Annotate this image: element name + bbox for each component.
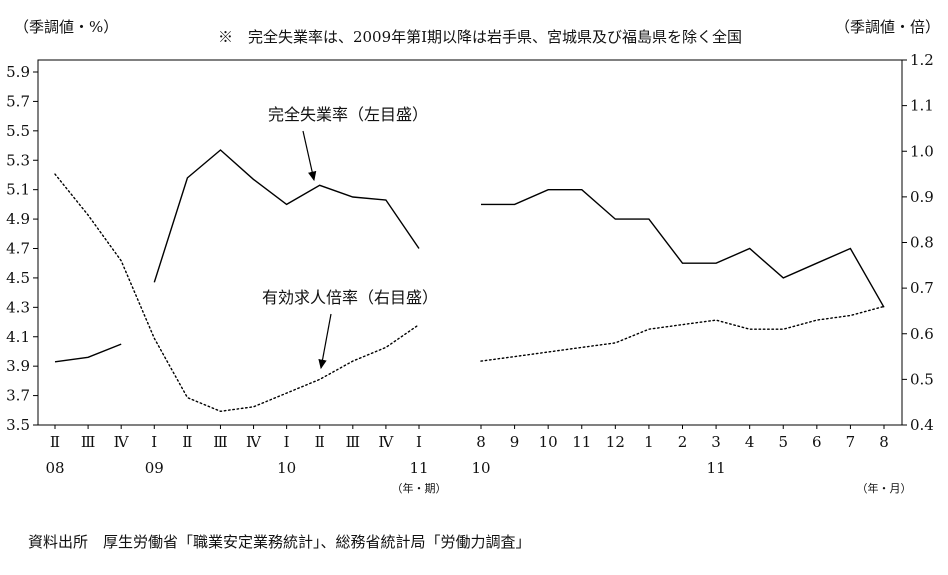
right-axis-tick-label: 0.6 (910, 325, 934, 343)
x-axis-label-quarterly: Ⅱ (315, 433, 325, 451)
x-axis-label-monthly: 4 (745, 433, 755, 451)
year-label: 11 (409, 459, 428, 477)
job-openings-ratio-legend-label: 有効求人倍率（右目盛） (262, 288, 438, 307)
left-axis-tick-label: 5.7 (6, 92, 30, 110)
right-axis-tick-label: 1.1 (910, 97, 934, 115)
left-axis-tick-label: 5.5 (6, 122, 30, 140)
x-axis-label-quarterly: Ⅱ (50, 433, 60, 451)
unemployment-rate-legend-label: 完全失業率（左目盛） (268, 105, 428, 124)
unemployment-rate-legend-arrow (302, 130, 317, 182)
x-axis-label-monthly: 3 (711, 433, 721, 451)
x-axis-label-quarterly: Ⅰ (284, 433, 290, 451)
right-axis-tick-label: 0.9 (910, 188, 934, 206)
x-axis-label-quarterly: Ⅳ (114, 433, 130, 451)
year-label: 11 (707, 459, 726, 477)
left-axis-unit-label: （季調値・%） (14, 18, 119, 36)
x-axis-label-quarterly: Ⅰ (151, 433, 157, 451)
year-label: 08 (45, 459, 64, 477)
x-axis-label-monthly: 9 (510, 433, 520, 451)
x-axis-label-quarterly: Ⅱ (182, 433, 192, 451)
x-axis-label-quarterly: Ⅲ (81, 433, 95, 451)
x-axis-label-monthly: 8 (879, 433, 889, 451)
x-axis-label-quarterly: Ⅳ (246, 433, 262, 451)
job-openings-ratio-legend-arrow (318, 313, 332, 370)
x-axis-label-monthly: 12 (606, 433, 625, 451)
x-axis-label-monthly: 6 (812, 433, 822, 451)
x-axis-label-quarterly: Ⅲ (213, 433, 227, 451)
left-axis-tick-label: 5.9 (6, 63, 30, 81)
left-axis-tick-label: 4.9 (6, 210, 30, 228)
year-label: 09 (145, 459, 164, 477)
axis-caption-monthly: （年・月） (857, 481, 912, 495)
right-axis-tick-label: 0.8 (910, 234, 934, 252)
x-axis-label-monthly: 8 (476, 433, 486, 451)
x-axis-label-quarterly: Ⅰ (416, 433, 422, 451)
left-axis-tick-label: 4.5 (6, 269, 30, 287)
right-axis-tick-label: 1.0 (910, 142, 934, 160)
left-axis-tick-label: 3.5 (6, 416, 30, 434)
left-axis-tick-label: 5.3 (6, 151, 30, 169)
x-axis-label-quarterly: Ⅳ (378, 433, 394, 451)
right-axis-tick-label: 0.4 (910, 416, 934, 434)
unemployment-rate-line (481, 188, 885, 308)
year-label: 10 (471, 459, 490, 477)
x-axis-label-monthly: 10 (539, 433, 558, 451)
right-axis-tick-label: 0.7 (910, 279, 934, 297)
axis-caption-quarterly: （年・期） (392, 481, 447, 495)
job-openings-ratio-line (54, 173, 420, 413)
left-axis-tick-label: 5.1 (6, 181, 30, 199)
right-axis-tick-label: 0.5 (910, 370, 934, 388)
left-axis-tick-label: 3.7 (6, 387, 30, 405)
job-openings-ratio-line (480, 305, 885, 362)
x-axis-label-monthly: 1 (644, 433, 654, 451)
source-note: 資料出所 厚生労働省「職業安定業務統計」、総務省統計局「労働力調査」 (28, 533, 531, 551)
left-axis-tick-label: 3.9 (6, 357, 30, 375)
unemployment-rate-line (54, 343, 122, 363)
right-axis-tick-label: 1.2 (910, 51, 934, 69)
x-axis-label-monthly: 11 (572, 433, 591, 451)
right-axis-unit-label: （季調値・倍） (834, 18, 940, 36)
chart-note: ※ 完全失業率は、2009年第Ⅰ期以降は岩手県、宮城県及び福島県を除く全国 (217, 28, 743, 46)
x-axis-label-quarterly: Ⅲ (346, 433, 360, 451)
left-axis-tick-label: 4.1 (6, 328, 30, 346)
year-label: 10 (277, 459, 296, 477)
left-axis-tick-label: 4.3 (6, 298, 30, 316)
x-axis-label-monthly: 2 (678, 433, 688, 451)
x-axis-label-monthly: 5 (778, 433, 788, 451)
left-axis-tick-label: 4.7 (6, 240, 30, 258)
unemployment-rate-line (153, 149, 420, 283)
x-axis-label-monthly: 7 (846, 433, 856, 451)
